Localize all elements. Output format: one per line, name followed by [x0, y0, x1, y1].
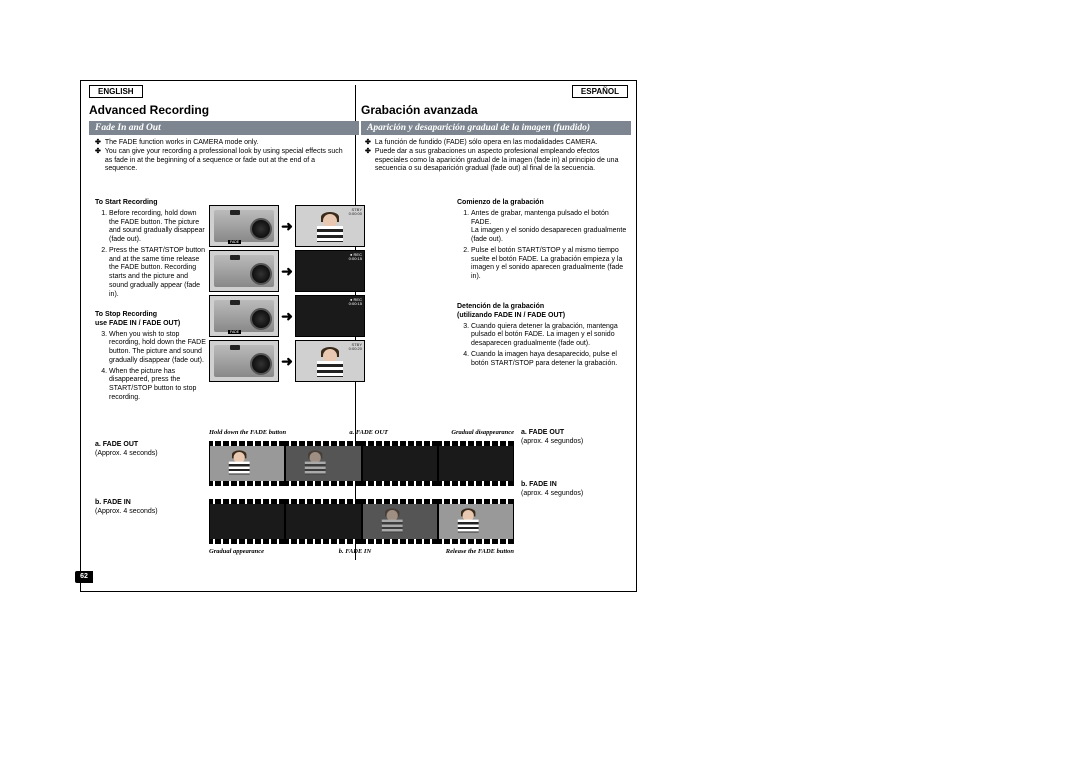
caption-row-bottom: Gradual appearance b. FADE IN Release th…	[209, 548, 514, 555]
film-frame	[285, 441, 361, 486]
arrow-icon: ➜	[279, 308, 295, 325]
en-start-section: To Start Recording Before recording, hol…	[95, 199, 207, 301]
film-frame	[438, 441, 514, 486]
cap-bot-mid: b. FADE IN	[339, 548, 371, 555]
indicator-2: REC 0:00:15	[349, 253, 362, 262]
camera-illustration: FADE	[209, 295, 279, 337]
camera-illustration	[209, 340, 279, 382]
subtitle-spanish: Aparición y desaparición gradual de la i…	[361, 121, 631, 135]
intro-en-b2: You can give your recording a profession…	[105, 148, 345, 174]
intro-es: ✤La función de fundido (FADE) sólo opera…	[365, 139, 625, 174]
page-number: 62	[75, 571, 93, 583]
fade-button-label: FADE	[228, 240, 241, 244]
es-fadein-label: b. FADE IN	[521, 481, 631, 490]
lang-espanol-box: ESPAÑOL	[572, 85, 628, 98]
cap-bot-right: Release the FADE button	[446, 548, 514, 555]
en-fadein: b. FADE IN (Approx. 4 seconds)	[95, 499, 205, 517]
intro-es-b2: Puede dar a sus grabaciones un aspecto p…	[375, 148, 625, 174]
screen-frame-3: REC 0:00:15	[295, 295, 365, 337]
diagram-sequence: FADE ➜ STBY 0:00:00 ➜ REC 0:00:15 FADE ➜	[209, 205, 494, 385]
film-frame	[209, 441, 285, 486]
intro-en: ✤The FADE function works in CAMERA mode …	[95, 139, 345, 174]
film-frame	[285, 499, 361, 544]
cap-top-left: Hold down the FADE button	[209, 429, 286, 436]
indicator-3: REC 0:00:15	[349, 298, 362, 307]
en-stop-head1: To Stop Recording	[95, 311, 207, 320]
manual-page: ENGLISH ESPAÑOL Advanced Recording Graba…	[80, 80, 637, 592]
es-start-step2: Pulse el botón START/STOP y al mismo tie…	[471, 247, 627, 282]
en-fadeout-label: a. FADE OUT	[95, 441, 205, 450]
film-frame	[209, 499, 285, 544]
es-fadeout-sub: (aprox. 4 segundos)	[521, 438, 631, 447]
en-start-head: To Start Recording	[95, 199, 207, 208]
camera-illustration	[209, 250, 279, 292]
film-strip-fadein	[209, 499, 514, 544]
en-stop-step4: When the picture has disappeared, press …	[109, 368, 207, 403]
es-fadein-sub: (aprox. 4 segundos)	[521, 490, 631, 499]
screen-frame-1: STBY 0:00:00	[295, 205, 365, 247]
caption-row-top: Hold down the FADE button a. FADE OUT Gr…	[209, 429, 514, 436]
camera-illustration: FADE	[209, 205, 279, 247]
subtitle-english: Fade In and Out	[89, 121, 359, 135]
indicator-1: STBY 0:00:00	[349, 208, 362, 217]
intro-es-b1: La función de fundido (FADE) sólo opera …	[375, 139, 598, 146]
cap-top-right: Gradual disappearance	[451, 429, 514, 436]
en-stop-step3: When you wish to stop recording, hold do…	[109, 331, 207, 366]
es-stop-step4: Cuando la imagen haya desaparecido, puls…	[471, 351, 627, 369]
en-stop-head2: use FADE IN / FADE OUT)	[95, 320, 207, 329]
arrow-icon: ➜	[279, 263, 295, 280]
film-frame	[362, 441, 438, 486]
es-stop-step3: Cuando quiera detener la grabación, mant…	[471, 323, 627, 349]
en-stop-section: To Stop Recording use FADE IN / FADE OUT…	[95, 311, 207, 405]
title-spanish: Grabación avanzada	[361, 103, 478, 117]
es-fadeout-label: a. FADE OUT	[521, 429, 631, 438]
es-fadein: b. FADE IN (aprox. 4 segundos)	[521, 481, 631, 499]
indicator-4: STBY 0:00:20	[349, 343, 362, 352]
screen-frame-2: REC 0:00:15	[295, 250, 365, 292]
en-fadein-sub: (Approx. 4 seconds)	[95, 508, 205, 517]
intro-en-b1: The FADE function works in CAMERA mode o…	[105, 139, 259, 146]
title-english: Advanced Recording	[89, 103, 209, 117]
film-strip-fadeout	[209, 441, 514, 486]
arrow-icon: ➜	[279, 353, 295, 370]
cap-top-mid: a. FADE OUT	[349, 429, 388, 436]
arrow-icon: ➜	[279, 218, 295, 235]
en-fadeout: a. FADE OUT (Approx. 4 seconds)	[95, 441, 205, 459]
en-fadein-label: b. FADE IN	[95, 499, 205, 508]
diagram-row-1: FADE ➜ STBY 0:00:00	[209, 205, 494, 247]
diagram-row-3: FADE ➜ REC 0:00:15	[209, 295, 494, 337]
cap-bot-left: Gradual appearance	[209, 548, 264, 555]
fade-button-label: FADE	[228, 330, 241, 334]
en-start-step1: Before recording, hold down the FADE but…	[109, 210, 207, 245]
lang-english-box: ENGLISH	[89, 85, 143, 98]
diagram-row-2: ➜ REC 0:00:15	[209, 250, 494, 292]
en-start-step2: Press the START/STOP button and at the s…	[109, 247, 207, 300]
diagram-row-4: ➜ STBY 0:00:20	[209, 340, 494, 382]
es-fadeout: a. FADE OUT (aprox. 4 segundos)	[521, 429, 631, 447]
es-start-step1: Antes de grabar, mantenga pulsado el bot…	[471, 210, 627, 245]
screen-frame-4: STBY 0:00:20	[295, 340, 365, 382]
en-fadeout-sub: (Approx. 4 seconds)	[95, 450, 205, 459]
film-frame	[438, 499, 514, 544]
film-frame	[362, 499, 438, 544]
